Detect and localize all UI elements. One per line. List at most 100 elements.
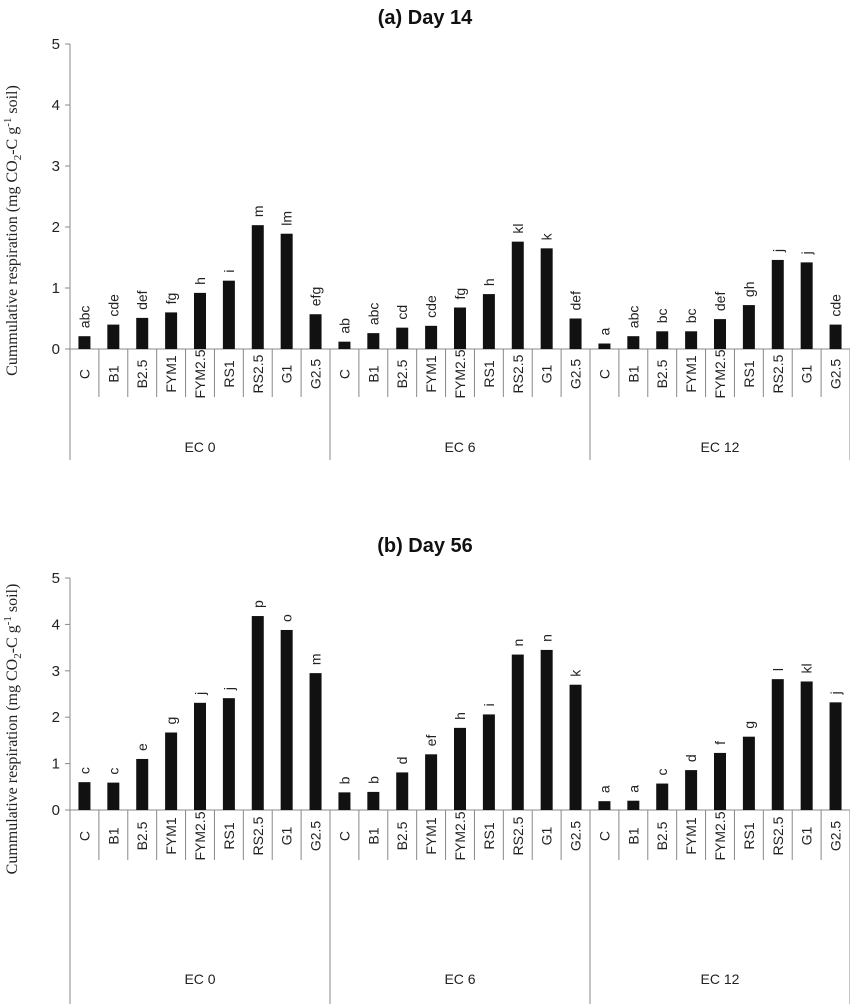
bar <box>136 317 149 349</box>
category-label: B2.5 <box>654 359 670 388</box>
category-label: FYM2.5 <box>712 349 728 398</box>
significance-letter: a <box>596 785 612 793</box>
significance-letter: n <box>510 639 526 647</box>
category-label: B1 <box>365 365 381 382</box>
bar <box>396 327 409 349</box>
category-label: FYM2.5 <box>452 349 468 398</box>
bar <box>454 307 466 349</box>
category-label: G2.5 <box>568 821 584 852</box>
y-tick-label: 2 <box>52 219 60 236</box>
chart-title: (b) Day 56 <box>377 535 473 557</box>
category-label: C <box>336 369 352 379</box>
bar <box>598 801 611 810</box>
category-label: FYM2.5 <box>452 811 468 860</box>
y-tick-label: 1 <box>52 280 60 297</box>
significance-letter: abc <box>76 306 92 329</box>
chart-day14-svg: (a) Day 14 0 1 2 3 4 5 Cummulative respiration … <box>2 7 850 460</box>
bar <box>569 318 582 349</box>
category-label: RS2.5 <box>510 354 526 393</box>
significance-letter: h <box>192 277 208 285</box>
group-label: EC 0 <box>184 439 215 455</box>
y-tick-label: 5 <box>52 36 60 53</box>
category-label: G2.5 <box>308 359 324 390</box>
bar <box>338 341 351 349</box>
significance-letter: b <box>336 776 352 784</box>
category-label: RS2.5 <box>510 816 526 855</box>
category-label: FYM1 <box>683 355 699 393</box>
category-label: RS1 <box>741 360 757 387</box>
bar <box>78 336 91 349</box>
significance-letter: l <box>770 668 786 671</box>
category-label: C <box>336 831 352 841</box>
category-label: FYM1 <box>163 817 179 855</box>
significance-letter: lm <box>279 211 295 226</box>
bar <box>800 262 813 349</box>
category-label: FYM2.5 <box>192 349 208 398</box>
bar <box>598 343 611 349</box>
y-tick-label: 0 <box>52 341 60 358</box>
category-label: C <box>76 831 92 841</box>
bar <box>714 752 726 810</box>
category-label: RS2.5 <box>770 354 786 393</box>
y-axis-label: Cummulative respiration (mg CO2-C g-1 so… <box>2 584 24 875</box>
significance-letter: h <box>481 278 497 286</box>
significance-letter: kl <box>510 224 526 234</box>
category-label: RS2.5 <box>250 354 266 393</box>
significance-letter: d <box>394 757 410 765</box>
bar <box>482 714 495 810</box>
significance-letter: bc <box>654 309 670 324</box>
category-label: FYM1 <box>683 817 699 855</box>
y-axis-label: Cummulative respiration (mg CO2-C g-1 so… <box>2 85 24 376</box>
category-label: G2.5 <box>308 821 324 852</box>
bar <box>771 259 784 349</box>
significance-letter: def <box>568 291 584 311</box>
bar <box>136 758 149 810</box>
significance-letter: j <box>770 249 786 253</box>
bar <box>222 280 235 349</box>
bar <box>511 654 524 810</box>
significance-letter: cde <box>105 294 121 317</box>
significance-letter: d <box>683 754 699 762</box>
bar <box>454 727 466 810</box>
significance-letter: abc <box>365 303 381 326</box>
significance-letter: i <box>221 270 237 273</box>
category-label: G1 <box>279 826 295 845</box>
bar <box>396 772 409 810</box>
significance-letter: k <box>568 669 584 677</box>
bar <box>309 314 322 349</box>
category-label: G1 <box>539 364 555 383</box>
bar <box>627 336 640 349</box>
category-label: B2.5 <box>394 821 410 850</box>
bar <box>540 649 553 810</box>
significance-letter: j <box>828 691 844 695</box>
bar <box>511 241 524 349</box>
category-label: RS1 <box>221 822 237 849</box>
category-label: B1 <box>365 827 381 844</box>
bar <box>367 333 380 349</box>
group-label: EC 0 <box>184 971 215 987</box>
significance-letter: a <box>625 785 641 793</box>
y-tick-label: 5 <box>52 570 60 587</box>
significance-letter: ef <box>423 735 439 747</box>
category-label: FYM1 <box>423 817 439 855</box>
group-label: EC 6 <box>444 971 475 987</box>
significance-letter: cd <box>394 305 410 320</box>
category-label: G2.5 <box>828 821 844 852</box>
significance-letter: g <box>741 721 757 729</box>
significance-letter: kl <box>799 663 815 673</box>
category-label: C <box>76 369 92 379</box>
bar <box>194 292 206 349</box>
y-tick-label: 3 <box>52 663 60 680</box>
category-label: RS1 <box>221 360 237 387</box>
bar <box>656 331 669 349</box>
bar <box>165 732 178 810</box>
significance-letter: f <box>712 741 728 745</box>
significance-letter: j <box>799 251 815 255</box>
significance-letter: j <box>192 692 208 696</box>
significance-letter: a <box>596 328 612 336</box>
bar <box>251 225 264 349</box>
significance-letter: c <box>105 768 121 775</box>
group-label: EC 12 <box>701 971 740 987</box>
bar <box>742 736 755 810</box>
significance-letter: e <box>134 743 150 751</box>
